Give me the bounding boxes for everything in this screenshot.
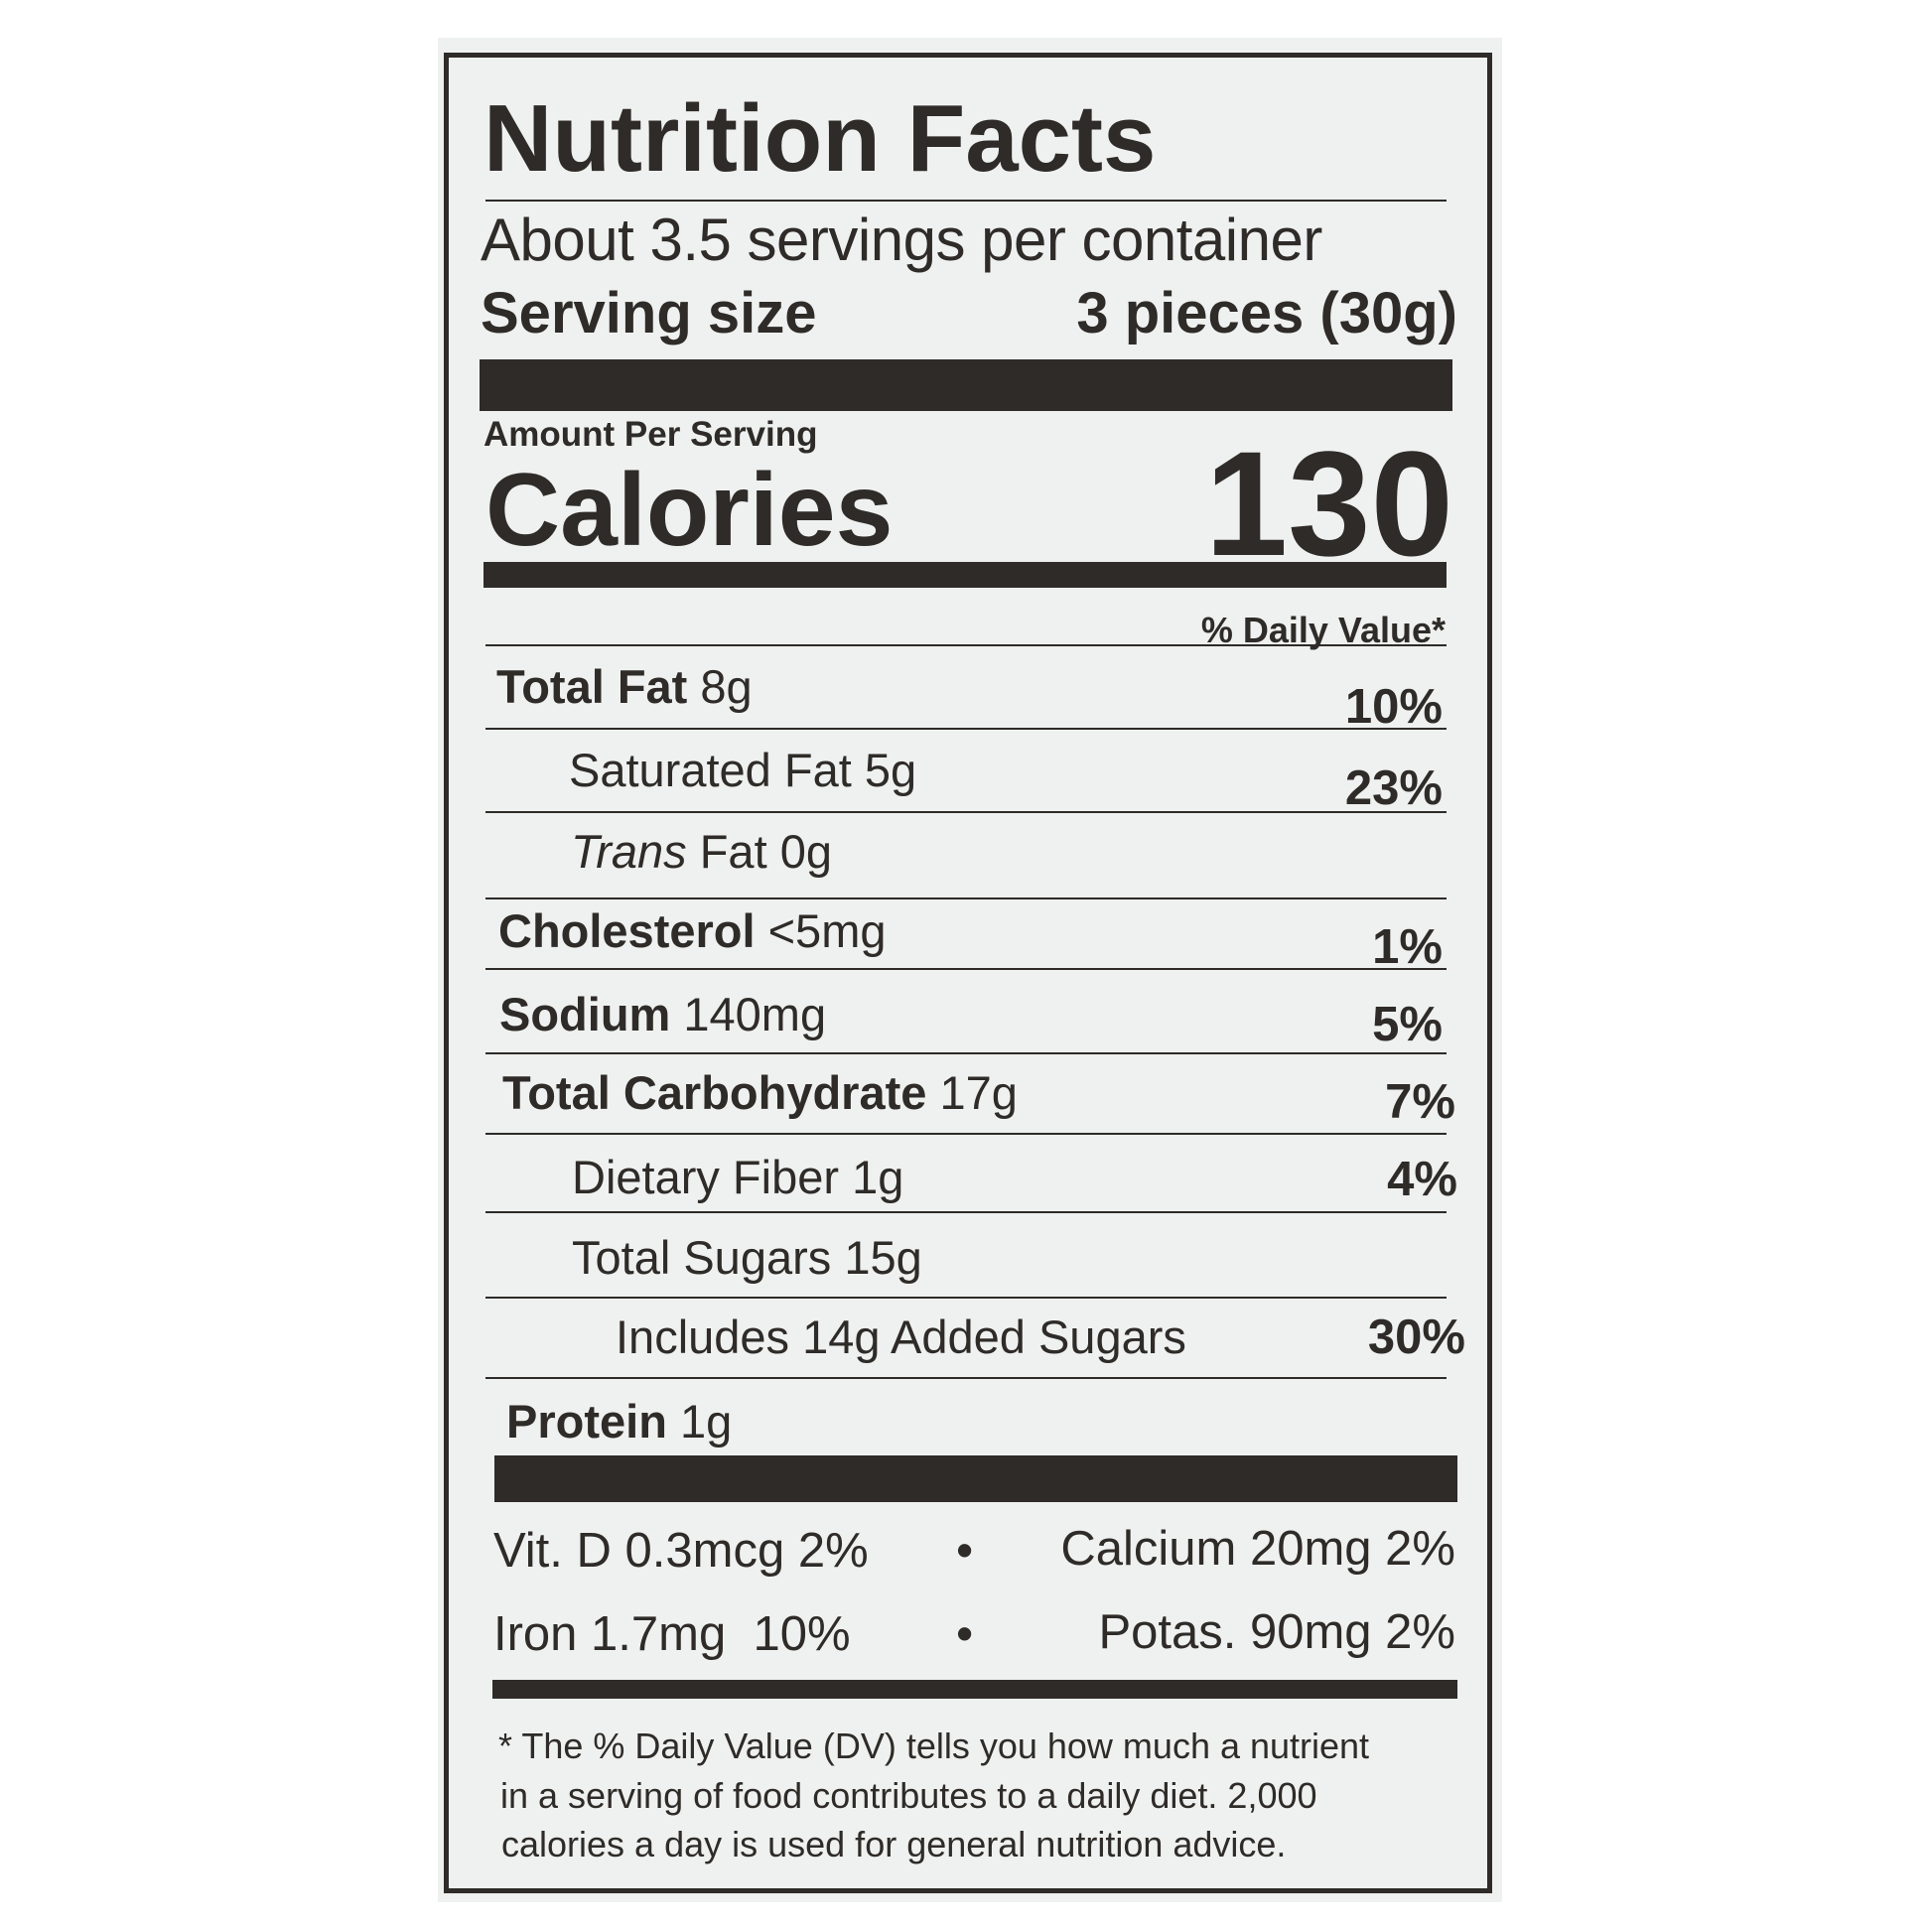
nutrient-added-sugars: Includes 14g Added Sugars <box>616 1311 1186 1363</box>
divider <box>485 1211 1447 1213</box>
nutrient-saturated-fat: Saturated Fat 5g <box>569 744 917 796</box>
bullet: • <box>956 1524 974 1578</box>
dv-total-carbohydrate: 7% <box>1385 1075 1455 1129</box>
divider <box>485 1377 1447 1379</box>
thick-bar <box>494 1455 1457 1502</box>
serving-size-label: Serving size <box>481 281 817 345</box>
calories-value: 130 <box>1204 420 1453 587</box>
dv-cholesterol: 1% <box>1372 920 1443 974</box>
divider <box>485 200 1447 202</box>
servings-per-container: About 3.5 servings per container <box>481 207 1322 273</box>
thick-bar <box>480 359 1452 411</box>
nutrient-cholesterol: Cholesterol <5mg <box>498 904 887 957</box>
micronutrient-vitamin-d: Vit. D 0.3mcg 2% <box>493 1524 869 1578</box>
footnote-line-2: in a serving of food contributes to a da… <box>500 1775 1317 1816</box>
divider <box>485 897 1447 899</box>
serving-size-value: 3 pieces (30g) <box>1076 281 1457 345</box>
nutrient-total-sugars: Total Sugars 15g <box>572 1231 922 1284</box>
divider <box>485 1052 1447 1054</box>
dv-saturated-fat: 23% <box>1344 761 1443 815</box>
footnote-line-3: calories a day is used for general nutri… <box>501 1824 1287 1864</box>
bullet: • <box>956 1607 974 1661</box>
micronutrient-potassium: Potas. 90mg 2% <box>1098 1605 1455 1659</box>
micronutrient-iron: Iron 1.7mg 10% <box>493 1607 851 1661</box>
dv-total-fat: 10% <box>1344 680 1443 734</box>
divider <box>485 644 1447 646</box>
nutrient-dietary-fiber: Dietary Fiber 1g <box>572 1151 904 1203</box>
dv-sodium: 5% <box>1372 998 1443 1051</box>
divider <box>485 968 1447 970</box>
label-border <box>444 53 1492 1893</box>
nutrient-sodium: Sodium 140mg <box>499 988 827 1040</box>
micronutrient-calcium: Calcium 20mg 2% <box>1060 1522 1455 1576</box>
dv-added-sugars: 30% <box>1367 1311 1465 1364</box>
label-background <box>438 38 1502 1902</box>
calories-label: Calories <box>485 453 894 568</box>
nutrient-protein: Protein 1g <box>506 1395 733 1448</box>
divider <box>485 1133 1447 1135</box>
daily-value-header: % Daily Value* <box>1200 610 1446 650</box>
divider <box>485 1297 1447 1299</box>
title: Nutrition Facts <box>483 85 1157 192</box>
dv-dietary-fiber: 4% <box>1387 1153 1457 1206</box>
medium-bar <box>483 562 1447 588</box>
amount-per-serving: Amount Per Serving <box>483 415 818 454</box>
footnote-line-1: * The % Daily Value (DV) tells you how m… <box>498 1725 1370 1766</box>
medium-bar <box>492 1680 1457 1699</box>
nutrient-trans-fat: Trans Fat 0g <box>571 825 832 878</box>
divider <box>485 811 1447 813</box>
nutrient-total-carbohydrate: Total Carbohydrate 17g <box>502 1066 1018 1119</box>
divider <box>485 728 1447 730</box>
nutrient-total-fat: Total Fat 8g <box>496 660 753 713</box>
